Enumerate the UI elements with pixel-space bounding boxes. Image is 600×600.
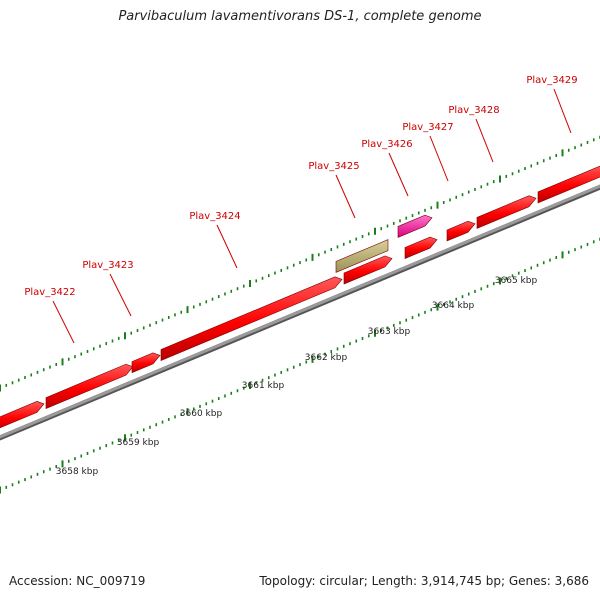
label-leader-line [109,273,132,317]
label-leader-line [52,300,75,344]
gene-feature [476,195,537,229]
label-leader-lines [52,88,572,344]
genome-title: Parvibaculum lavamentivorans DS-1, compl… [118,9,482,24]
magenta-feature [397,214,433,238]
kbp-label: 3659 kbp [117,438,160,448]
olive-feature [335,239,389,273]
gene-label: Plav_3427 [402,122,453,133]
gene-label: Plav_3426 [361,139,412,150]
gene-label: Plav_3429 [526,75,577,86]
kbp-label: 3658 kbp [56,467,99,477]
gene-feature [343,255,393,285]
gene-label-group: Plav_3422Plav_3423Plav_3424Plav_3425Plav… [24,75,577,298]
gene-feature [446,220,476,242]
kbp-label: 3663 kbp [368,327,411,337]
gene-feature [404,236,438,259]
gene-label: Plav_3422 [24,287,75,298]
gene-label: Plav_3425 [308,161,359,172]
gene-label: Plav_3428 [448,105,499,116]
accession-text: Accession: NC_009719 [9,574,146,588]
label-leader-line [216,224,238,269]
genome-stats-text: Topology: circular; Length: 3,914,745 bp… [259,574,589,588]
gene-label: Plav_3424 [189,211,240,222]
label-leader-line [475,118,494,163]
kbp-label: 3662 kbp [305,353,348,363]
label-leader-line [429,135,449,182]
genome-backbone [0,184,600,439]
label-leader-line [388,152,409,197]
gene-label: Plav_3423 [82,260,133,271]
kbp-label: 3665 kbp [495,276,538,286]
gene-feature [537,165,600,204]
label-leader-line [553,88,572,134]
scale-tick-track [0,237,600,494]
feature-track [0,165,600,429]
kbp-label: 3664 kbp [432,301,475,311]
label-leader-line [335,174,356,219]
upper-tick-track [0,135,600,392]
gene-feature [131,352,161,374]
gene-feature [160,276,343,361]
gene-feature [0,401,45,429]
kbp-label: 3660 kbp [180,409,223,419]
kbp-label: 3661 kbp [242,381,285,391]
kbp-label-group: 3658 kbp 3659 kbp 3660 kbp 3661 kbp 3662 kbp… [56,276,538,477]
gene-feature [45,363,134,410]
